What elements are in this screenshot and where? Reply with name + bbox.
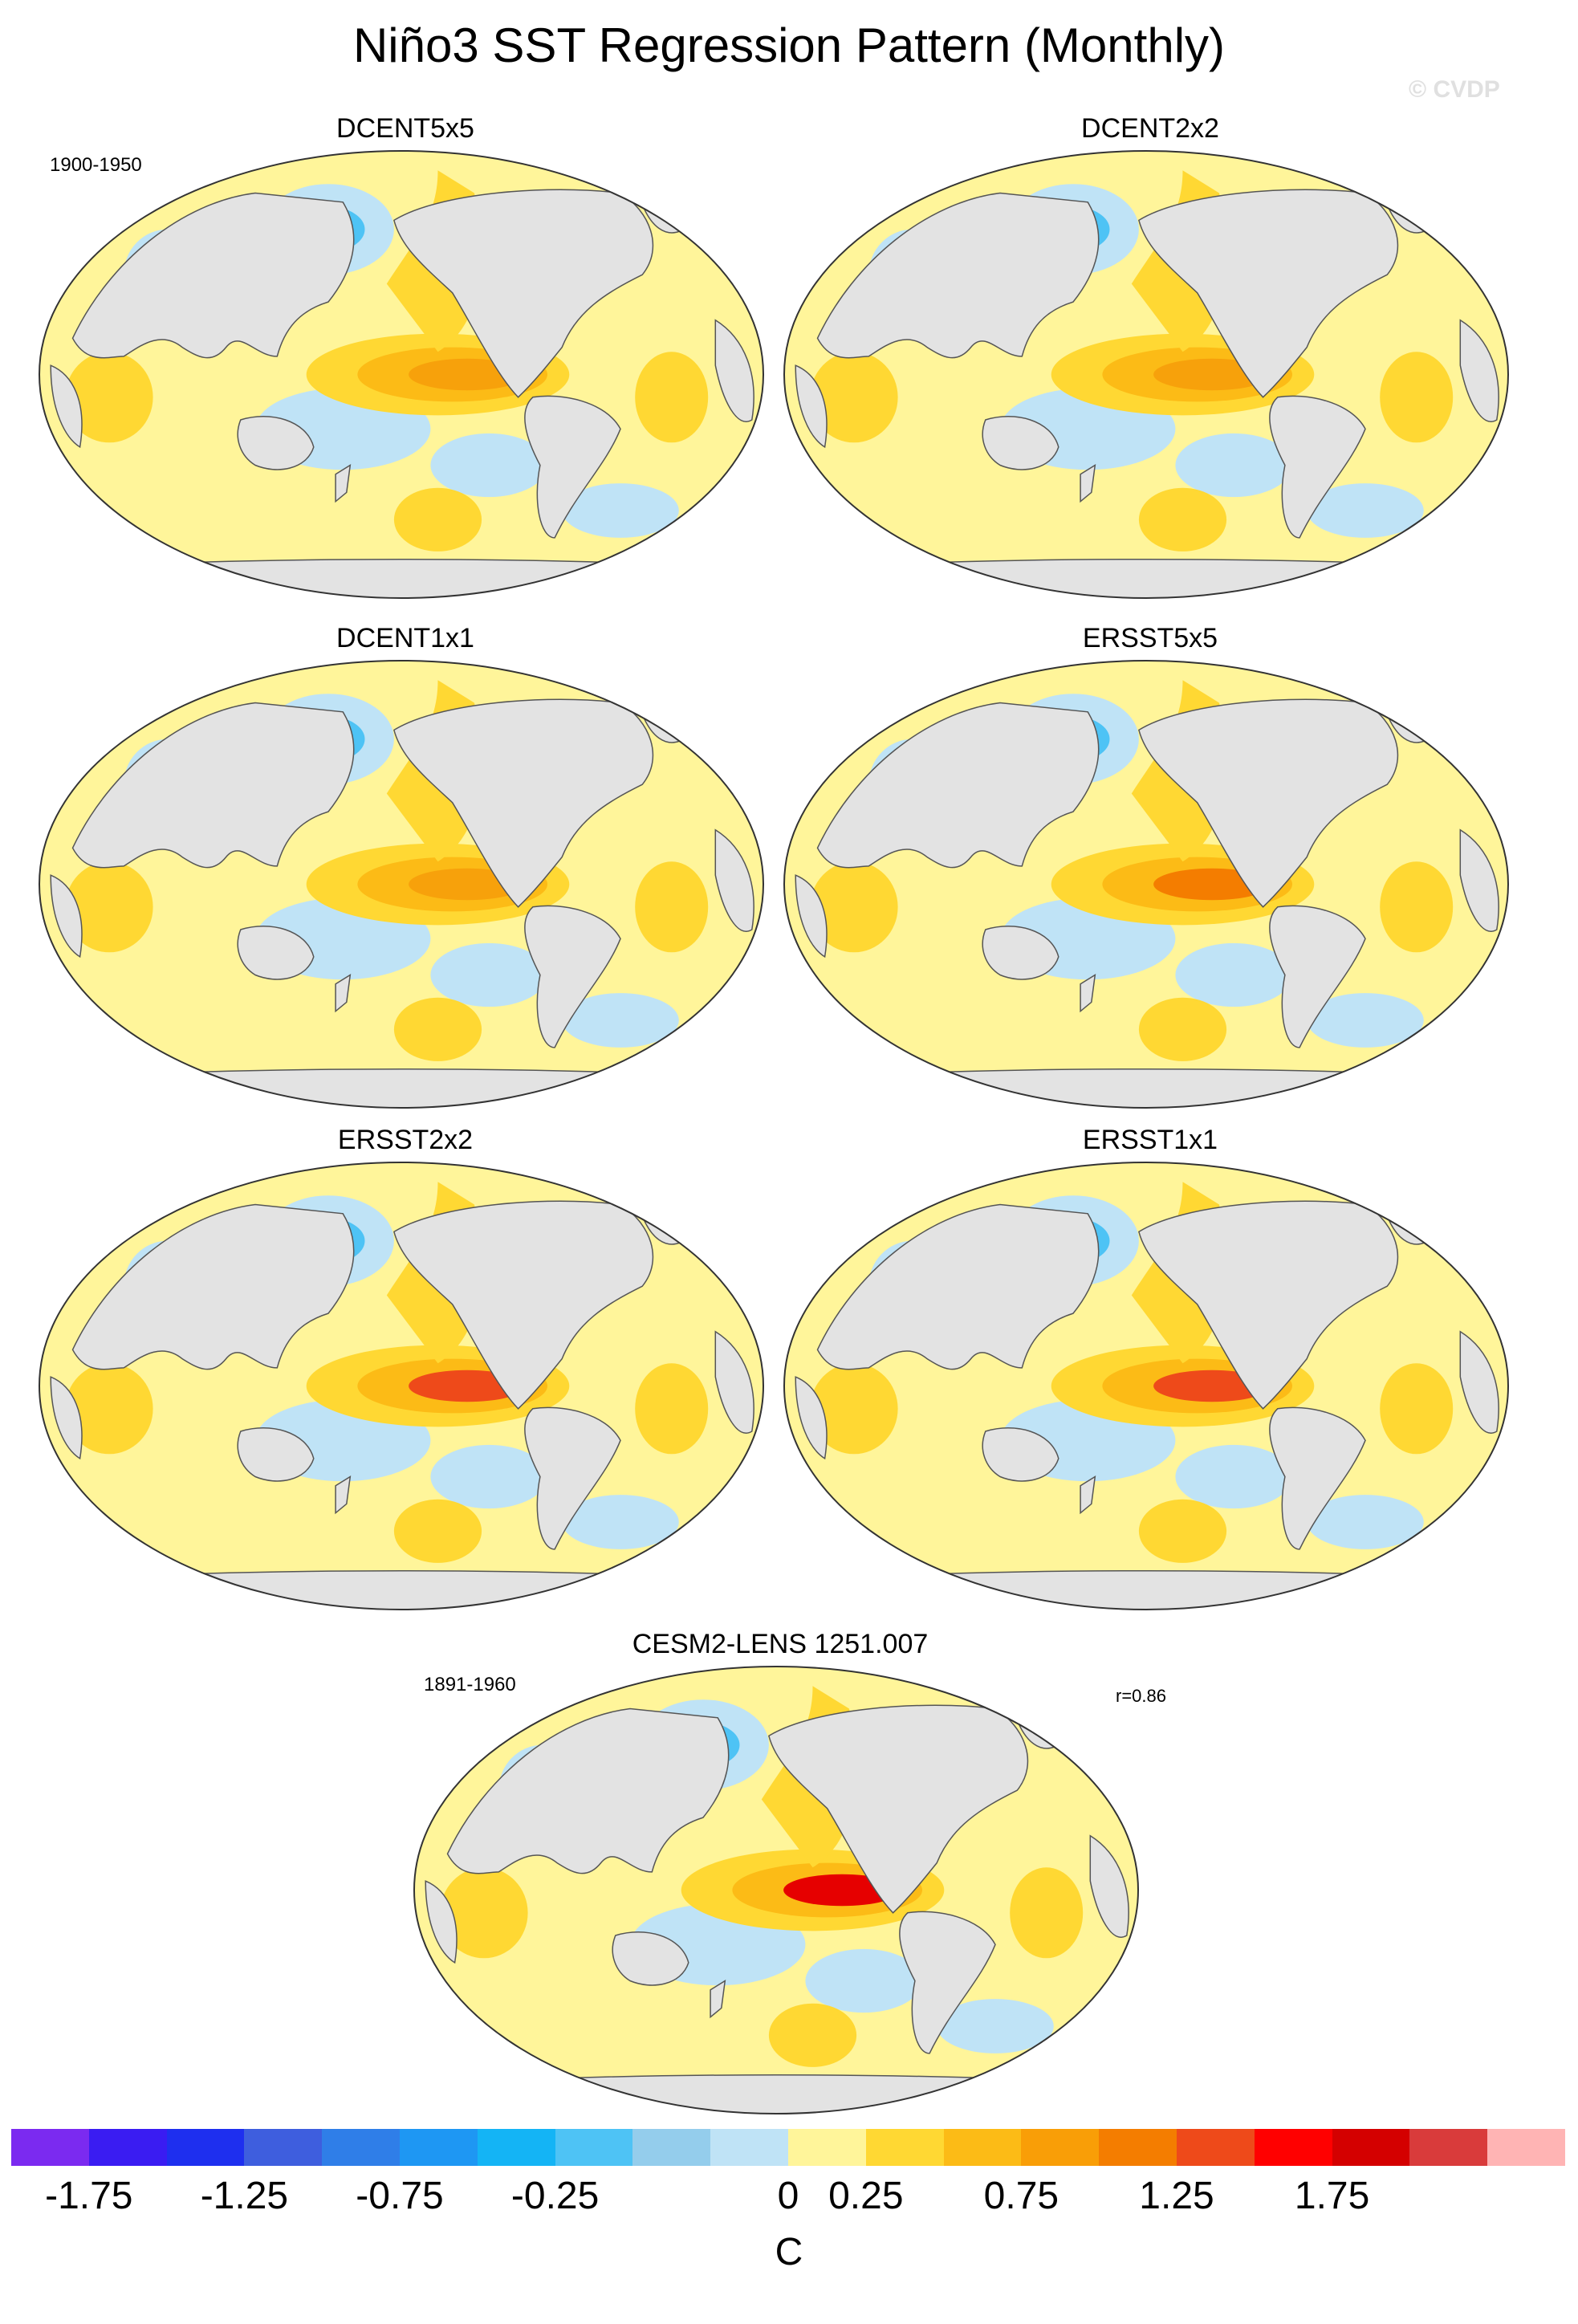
panel-title: CESM2-LENS 1251.007 [632,1629,929,1659]
correlation-label: r=0.86 [1116,1686,1166,1706]
colorbar-segment [244,2129,323,2166]
map-panel: ERSST1x1 [781,1124,1519,1622]
colorbar-segment [943,2129,1022,2166]
panel-title: ERSST1x1 [1082,1125,1218,1155]
panel-title: DCENT1x1 [336,623,474,653]
colorbar [11,2129,1565,2166]
colorbar-segment [865,2129,944,2166]
colorbar-segment [1332,2129,1410,2166]
colorbar-tick-label: 1.25 [1139,2175,1214,2217]
colorbar-tick-label: -0.25 [510,2175,600,2217]
map-panel: DCENT2x2 [781,112,1519,610]
colorbar-segment [632,2129,711,2166]
figure-title: Niño3 SST Regression Pattern (Monthly) [352,18,1226,72]
colorbar-segment [166,2129,245,2166]
panel-title: DCENT5x5 [336,113,474,144]
colorbar-segment [1254,2129,1332,2166]
world-map [39,150,764,599]
colorbar-segment [1099,2129,1177,2166]
period-label-model: 1891-1960 [424,1674,516,1695]
colorbar-segment [1487,2129,1565,2166]
world-map [783,150,1509,599]
colorbar-tick-label: 1.75 [1294,2175,1370,2217]
colorbar-segment [477,2129,555,2166]
world-map [39,1162,764,1610]
colorbar-segment [1021,2129,1100,2166]
colorbar-tick-label: 0 [777,2175,799,2217]
colorbar-tick-label: -1.75 [45,2175,133,2217]
world-map [783,1162,1509,1610]
colorbar-tick-label: -1.25 [200,2175,289,2217]
map-panel: DCENT5x5 [36,112,775,610]
colorbar-segment [787,2129,866,2166]
colorbar-tick-label: 0.25 [828,2175,904,2217]
panel-title: DCENT2x2 [1081,113,1219,144]
map-panel: DCENT1x1 [36,622,775,1120]
panel-title: ERSST2x2 [337,1125,474,1155]
world-map [783,660,1509,1109]
panel-title: ERSST5x5 [1082,623,1218,653]
colorbar-segment [710,2129,788,2166]
map-panel: CESM2-LENS 1251.007 [411,1628,1149,2126]
colorbar-segment [322,2129,400,2166]
colorbar-segment [88,2129,167,2166]
map-panel: ERSST5x5 [781,622,1519,1120]
colorbar-segment [1176,2129,1255,2166]
colorbar-segment [399,2129,478,2166]
copyright-watermark: © CVDP [1409,76,1500,103]
period-label-obs: 1900-1950 [50,154,142,176]
map-panel: ERSST2x2 [36,1124,775,1622]
colorbar-segment [1409,2129,1488,2166]
colorbar-units: C [775,2231,803,2273]
colorbar-segment [11,2129,89,2166]
colorbar-segment [555,2129,633,2166]
colorbar-tick-label: 0.75 [983,2175,1059,2217]
world-map [39,660,764,1109]
colorbar-tick-label: -0.75 [356,2175,444,2217]
world-map [413,1666,1139,2114]
